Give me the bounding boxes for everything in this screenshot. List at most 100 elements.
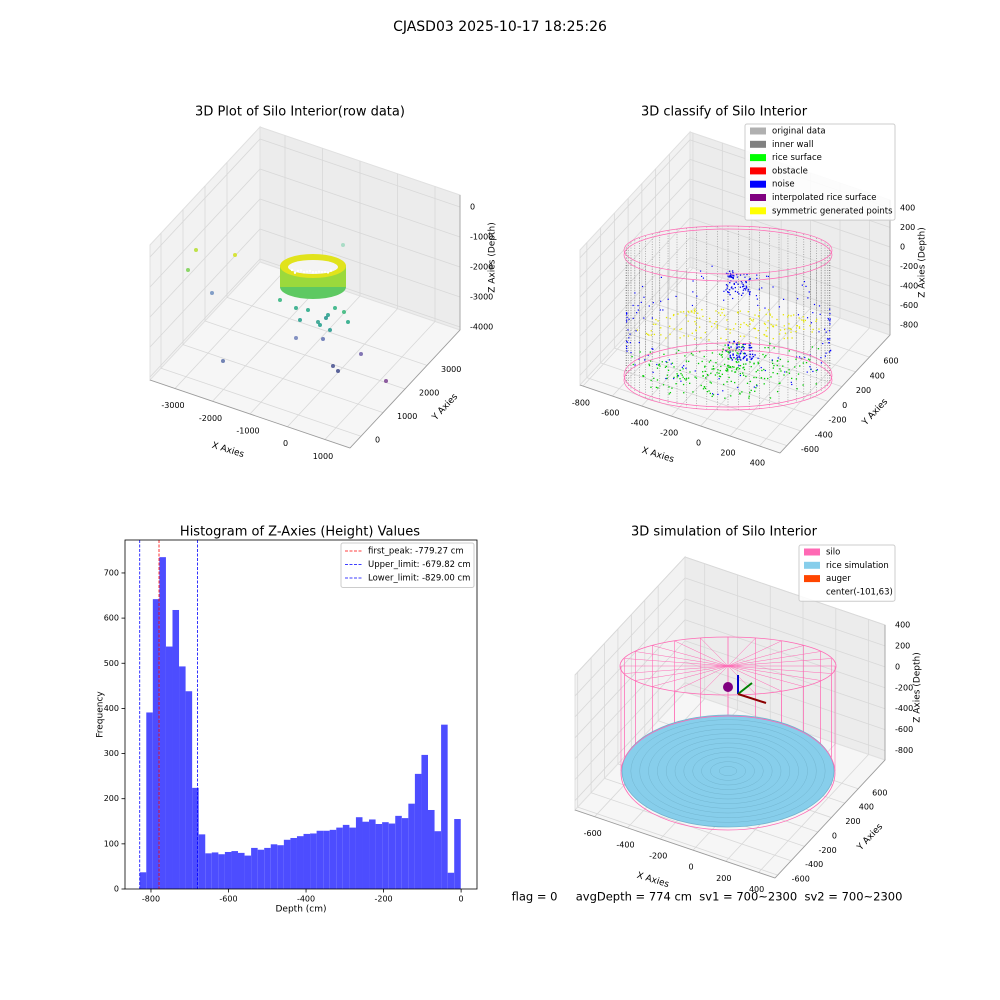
point	[729, 270, 731, 272]
y-axis-label: Frequency	[96, 691, 106, 738]
y-tick-label: 0	[375, 436, 380, 445]
point	[737, 386, 739, 389]
legend-label: Upper_limit: -679.82 cm	[368, 560, 471, 570]
point	[798, 326, 801, 328]
y-tick-label: 200	[104, 794, 119, 803]
point	[694, 310, 696, 313]
point	[782, 365, 784, 367]
point	[791, 377, 793, 380]
point	[700, 275, 703, 278]
point	[816, 369, 819, 371]
bar	[329, 829, 337, 889]
point	[772, 367, 775, 369]
point	[637, 305, 639, 307]
point	[783, 325, 785, 327]
y-tick-label: 400	[104, 704, 119, 713]
point	[748, 347, 751, 349]
point	[750, 389, 752, 392]
point	[742, 283, 744, 286]
point	[746, 354, 748, 357]
grid-line	[574, 682, 686, 801]
point	[710, 325, 713, 328]
point	[733, 283, 735, 285]
point	[740, 359, 742, 361]
point	[761, 369, 763, 372]
point	[729, 272, 732, 275]
point	[712, 394, 715, 396]
point	[744, 276, 746, 278]
point	[742, 367, 744, 369]
grid-line	[574, 661, 686, 780]
point	[725, 349, 727, 352]
point	[826, 338, 829, 340]
point	[796, 388, 798, 390]
point	[815, 369, 817, 372]
point	[764, 323, 766, 326]
point	[718, 372, 720, 374]
point	[632, 304, 634, 307]
point	[743, 368, 746, 371]
point	[769, 313, 771, 315]
legend-swatch	[750, 194, 766, 201]
point	[632, 363, 634, 366]
point	[802, 319, 805, 322]
point	[221, 359, 225, 363]
point	[702, 315, 704, 318]
point	[725, 284, 728, 286]
point	[679, 337, 681, 339]
point	[763, 368, 765, 371]
point	[748, 397, 750, 399]
point	[681, 366, 683, 368]
point	[793, 314, 795, 316]
y-tick-label: -200	[819, 846, 837, 855]
rice-mesh	[630, 719, 826, 823]
point	[799, 365, 801, 367]
point	[728, 276, 730, 278]
silo-line	[652, 645, 729, 667]
x-tick-label: -1000	[236, 427, 259, 436]
grid-line	[758, 754, 869, 873]
silo-line	[727, 637, 756, 667]
point	[685, 378, 688, 380]
point	[776, 390, 779, 393]
point	[757, 329, 759, 332]
point	[732, 350, 734, 352]
point	[743, 346, 745, 349]
point	[738, 343, 740, 345]
point	[734, 323, 737, 325]
point	[755, 295, 758, 297]
point	[657, 320, 659, 322]
silo-line	[635, 651, 729, 667]
point	[704, 331, 706, 334]
point	[745, 323, 748, 326]
point	[812, 370, 814, 373]
point	[699, 270, 702, 272]
point	[740, 280, 742, 282]
point	[798, 317, 800, 319]
point	[704, 365, 706, 367]
point	[683, 335, 685, 337]
grid-line	[149, 198, 261, 318]
point	[802, 316, 805, 318]
point	[649, 351, 651, 353]
z-tick-label: -400	[900, 282, 918, 291]
point	[667, 298, 669, 300]
bar	[277, 845, 284, 889]
point	[683, 392, 685, 394]
grid-line	[259, 138, 461, 208]
point	[730, 346, 732, 348]
point	[660, 276, 662, 279]
point	[757, 369, 759, 371]
point	[680, 311, 682, 313]
point	[744, 353, 746, 355]
legend-swatch	[804, 588, 820, 596]
point	[694, 376, 696, 378]
point	[734, 381, 736, 384]
axis-line	[349, 329, 461, 449]
point	[777, 357, 779, 359]
point	[735, 281, 737, 283]
point	[818, 328, 820, 330]
point	[700, 336, 702, 339]
point	[742, 292, 744, 294]
grid-line	[574, 640, 686, 759]
